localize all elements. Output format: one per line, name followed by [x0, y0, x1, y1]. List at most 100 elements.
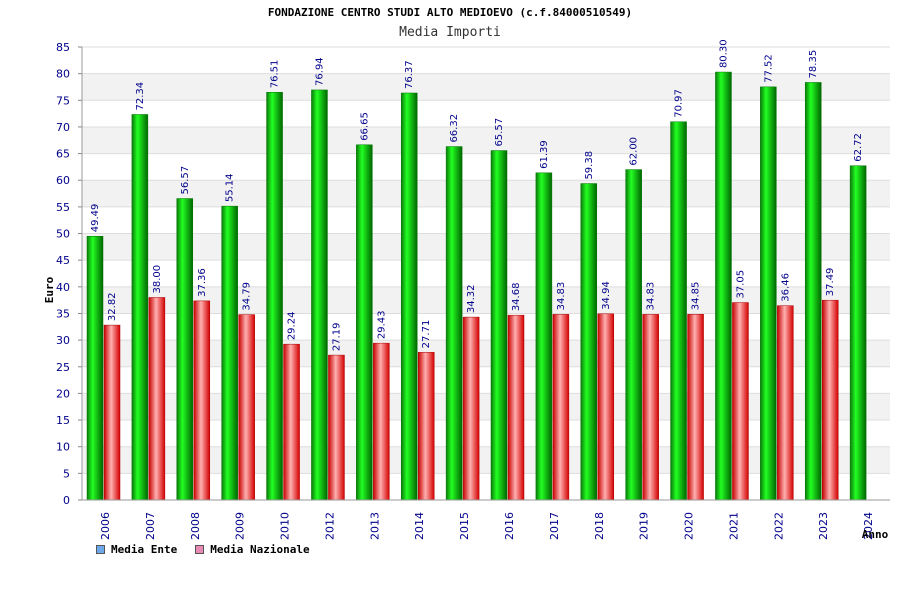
value-label-ente: 62.72 — [853, 133, 864, 162]
bar-media-ente[interactable] — [490, 150, 508, 501]
bar-media-nazionale[interactable] — [148, 297, 166, 501]
x-tick-label: 2018 — [593, 512, 606, 540]
value-label-nazionale: 36.46 — [780, 273, 791, 302]
y-tick-label: 60 — [56, 174, 70, 187]
bar-media-ente[interactable] — [86, 235, 104, 501]
x-tick-label: 2015 — [458, 512, 471, 540]
background-band — [82, 126, 890, 154]
x-tick-label: 2009 — [234, 512, 247, 540]
bar-media-ente[interactable] — [580, 183, 598, 501]
legend-label-nazionale: Media Nazionale — [210, 543, 310, 556]
x-tick-label: 2008 — [189, 512, 202, 540]
legend: Media Ente Media Nazionale — [96, 543, 310, 556]
value-label-nazionale: 29.24 — [287, 312, 298, 341]
value-label-nazionale: 34.79 — [242, 282, 253, 311]
x-tick-label: 2006 — [99, 512, 112, 540]
x-tick-label: 2013 — [368, 512, 381, 540]
bar-media-ente[interactable] — [311, 89, 328, 501]
value-label-ente: 77.52 — [763, 54, 774, 83]
bar-media-nazionale[interactable] — [193, 300, 211, 501]
y-tick-label: 20 — [56, 387, 70, 400]
x-tick-label: 2012 — [323, 512, 336, 540]
value-label-ente: 56.57 — [180, 166, 191, 195]
value-label-nazionale: 34.68 — [511, 283, 522, 312]
value-label-nazionale: 34.83 — [646, 282, 657, 311]
bar-media-nazionale[interactable] — [373, 342, 390, 501]
x-tick-label: 2021 — [727, 512, 740, 540]
y-tick-label: 55 — [56, 201, 70, 214]
bar-media-nazionale[interactable] — [732, 302, 749, 501]
bar-media-nazionale[interactable] — [417, 352, 435, 501]
value-label-ente: 66.32 — [449, 114, 460, 143]
value-label-ente: 62.00 — [629, 137, 640, 166]
bar-media-nazionale[interactable] — [777, 305, 794, 501]
bar-media-ente[interactable] — [670, 121, 687, 501]
value-label-ente: 78.35 — [808, 50, 819, 79]
legend-item-nazionale[interactable]: Media Nazionale — [195, 543, 310, 556]
value-label-nazionale: 34.85 — [691, 282, 702, 311]
y-tick-label: 65 — [56, 148, 70, 161]
bar-media-ente[interactable] — [715, 71, 732, 501]
x-tick-label: 2023 — [817, 512, 830, 540]
value-label-ente: 76.51 — [270, 60, 281, 89]
value-label-ente: 49.49 — [90, 204, 101, 233]
bar-media-nazionale[interactable] — [328, 354, 345, 501]
bar-media-nazionale[interactable] — [552, 314, 570, 501]
bar-media-ente[interactable] — [266, 91, 283, 501]
legend-label-ente: Media Ente — [111, 543, 178, 556]
bar-media-ente[interactable] — [804, 82, 822, 501]
y-tick-label: 80 — [56, 68, 70, 81]
bar-media-nazionale[interactable] — [687, 314, 704, 501]
bar-media-ente[interactable] — [849, 165, 867, 501]
bar-media-nazionale[interactable] — [103, 324, 121, 501]
bar-media-nazionale[interactable] — [597, 313, 615, 501]
y-tick-label: 5 — [63, 467, 70, 480]
x-tick-label: 2022 — [772, 512, 785, 540]
bar-media-nazionale[interactable] — [238, 314, 255, 501]
bar-media-ente[interactable] — [176, 198, 194, 501]
value-label-ente: 76.94 — [314, 57, 325, 86]
background-band — [82, 73, 890, 101]
x-axis-title: Anno — [862, 528, 889, 541]
chart-subtitle: Media Importi — [399, 25, 501, 40]
bar-media-ente[interactable] — [131, 114, 149, 501]
legend-swatch-nazionale — [195, 545, 205, 554]
bar-media-nazionale[interactable] — [283, 343, 300, 501]
y-tick-label: 15 — [56, 414, 70, 427]
bar-media-ente[interactable] — [356, 144, 373, 501]
background-band — [82, 340, 890, 367]
bar-media-ente[interactable] — [535, 172, 553, 501]
y-tick-label: 75 — [56, 94, 70, 107]
value-label-nazionale: 29.43 — [376, 311, 387, 340]
y-tick-label: 50 — [56, 228, 70, 241]
legend-item-ente[interactable]: Media Ente — [96, 543, 177, 556]
bar-media-nazionale[interactable] — [507, 314, 525, 501]
bar-media-ente[interactable] — [445, 146, 463, 501]
value-label-ente: 59.38 — [584, 151, 595, 180]
x-tick-label: 2017 — [548, 512, 561, 540]
bar-media-nazionale[interactable] — [642, 314, 659, 501]
chart-title: FONDAZIONE CENTRO STUDI ALTO MEDIOEVO (c… — [267, 6, 633, 19]
value-label-ente: 76.37 — [404, 60, 415, 89]
y-tick-label: 25 — [56, 361, 70, 374]
bar-media-ente[interactable] — [760, 86, 777, 501]
y-tick-label: 85 — [56, 41, 70, 54]
bar-media-nazionale[interactable] — [821, 299, 839, 501]
value-label-nazionale: 38.00 — [152, 265, 163, 294]
x-tick-label: 2019 — [638, 512, 651, 540]
x-tick-label: 2024 — [862, 512, 875, 540]
bar-media-nazionale[interactable] — [462, 316, 480, 501]
y-tick-label: 0 — [63, 494, 70, 507]
y-tick-label: 70 — [56, 121, 70, 134]
bar-media-ente[interactable] — [400, 92, 418, 501]
bar-media-ente[interactable] — [221, 205, 238, 501]
background-band — [82, 286, 890, 314]
value-label-nazionale: 37.49 — [825, 268, 836, 297]
value-label-ente: 65.57 — [494, 118, 505, 147]
y-axis-title: Euro — [43, 276, 56, 303]
bar-media-ente[interactable] — [625, 169, 642, 501]
x-tick-label: 2007 — [144, 512, 157, 540]
y-tick-label: 35 — [56, 307, 70, 320]
y-tick-label: 40 — [56, 281, 70, 294]
x-tick-label: 2016 — [503, 512, 516, 540]
